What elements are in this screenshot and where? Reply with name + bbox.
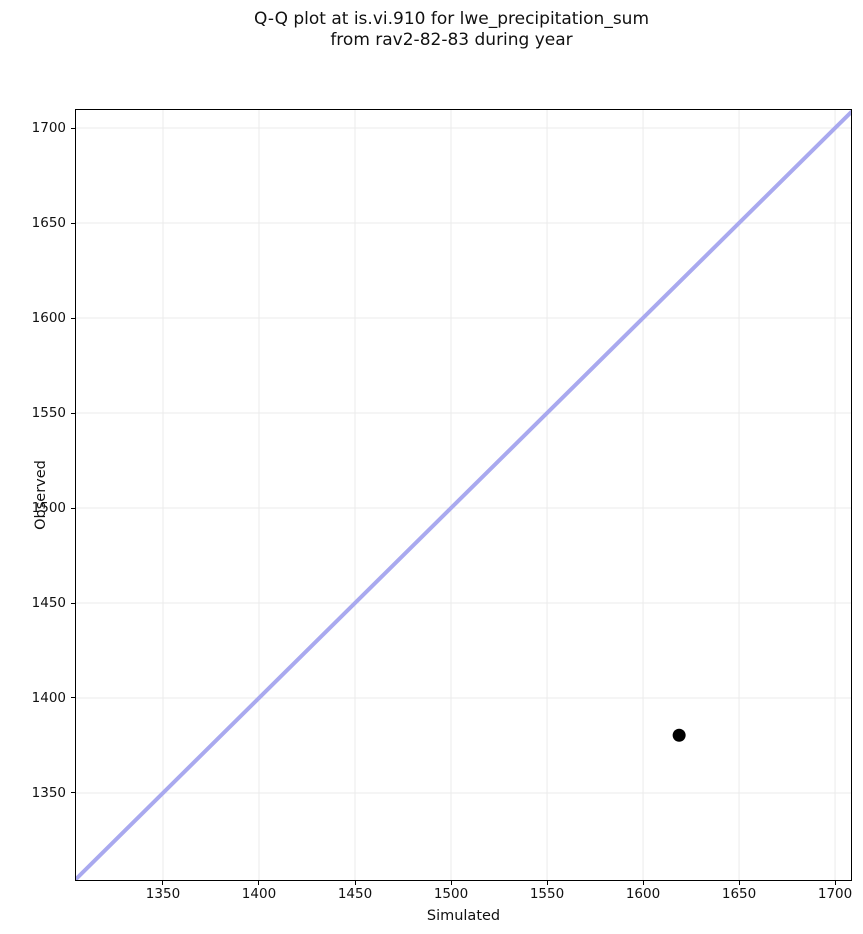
x-tick-label: 1450	[337, 886, 373, 902]
x-tick-label: 1350	[145, 886, 181, 902]
data-point	[672, 728, 686, 742]
chart-title-line-2: from rav2-82-83 during year	[330, 30, 573, 50]
y-axis-label: Observed	[33, 460, 49, 530]
chart-title: Q-Q plot at is.vi.910 for lwe_precipitat…	[40, 9, 863, 51]
y-tick-mark	[71, 127, 75, 129]
x-tick-mark	[642, 881, 644, 885]
x-tick-mark	[546, 881, 548, 885]
x-tick-mark	[258, 881, 260, 885]
y-tick-mark	[71, 222, 75, 224]
y-tick-label: 1400	[31, 689, 66, 706]
y-tick-label: 1650	[31, 215, 66, 232]
y-tick-label: 1600	[31, 310, 66, 327]
x-tick-mark	[354, 881, 356, 885]
y-tick-label: 1350	[31, 784, 66, 801]
plot-area	[75, 109, 852, 881]
x-tick-mark	[738, 881, 740, 885]
y-tick-mark	[71, 697, 75, 699]
x-tick-mark	[450, 881, 452, 885]
x-tick-label: 1550	[529, 886, 565, 902]
y-tick-mark	[71, 507, 75, 509]
y-tick-label: 1700	[31, 120, 66, 137]
chart-title-line-1: Q-Q plot at is.vi.910 for lwe_precipitat…	[253, 9, 650, 29]
x-tick-label: 1700	[817, 886, 853, 902]
y-tick-label: 1450	[31, 595, 66, 611]
identity-line	[76, 110, 851, 880]
x-tick-label: 1600	[625, 886, 661, 902]
x-tick-label: 1400	[241, 886, 277, 902]
x-tick-mark	[834, 881, 836, 885]
y-tick-label: 1550	[31, 405, 66, 422]
x-tick-label: 1650	[721, 886, 757, 902]
y-tick-mark	[71, 602, 75, 604]
y-tick-mark	[71, 317, 75, 319]
x-tick-mark	[162, 881, 164, 885]
x-tick-label: 1500	[433, 886, 469, 902]
y-tick-label: 1500	[31, 500, 66, 516]
y-tick-mark	[71, 412, 75, 414]
x-axis-label: Simulated	[426, 908, 501, 924]
y-tick-mark	[71, 792, 75, 794]
plot-canvas	[76, 110, 851, 880]
